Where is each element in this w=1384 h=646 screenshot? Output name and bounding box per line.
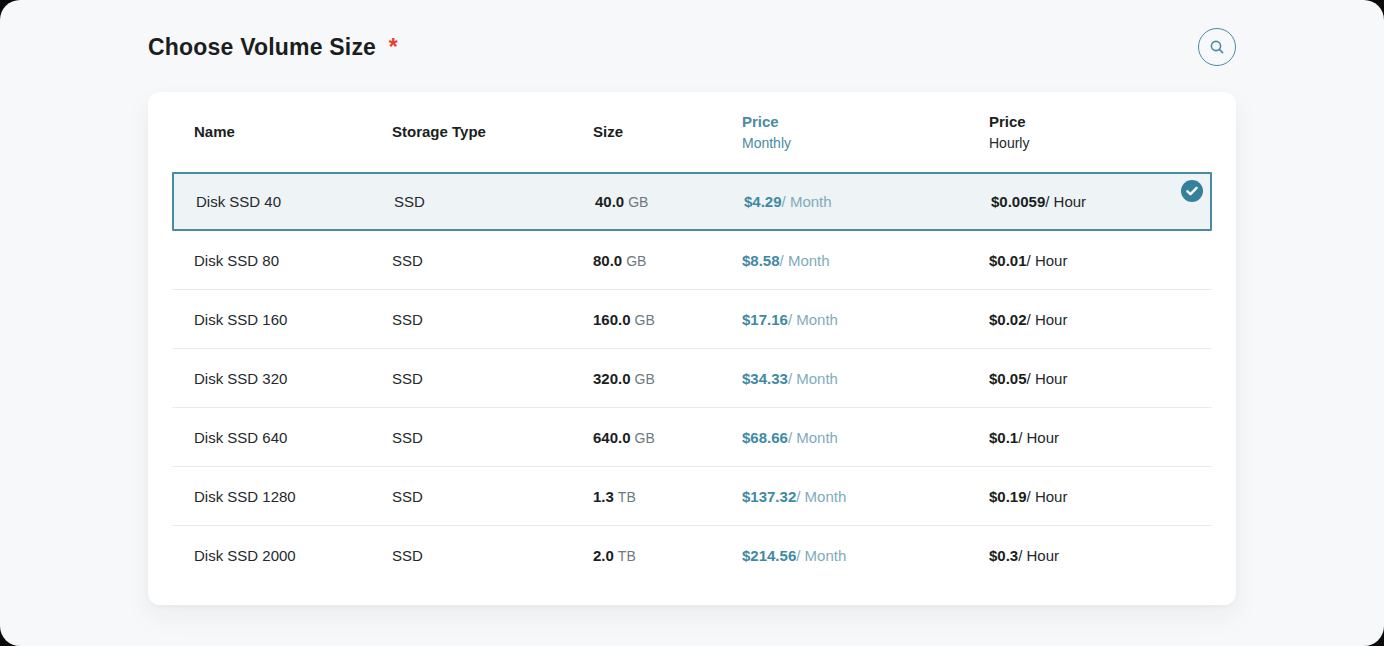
price-hourly-cell: $0.01/ Hour [967,252,1166,269]
price-monthly-cell: $34.33/ Month [720,370,967,387]
price-hourly-cell: $0.05/ Hour [967,370,1166,387]
price-monthly-cell: $4.29/ Month [722,193,969,210]
column-header-price-monthly: Price Monthly [720,111,967,153]
size-cell: 1.3TB [571,488,720,505]
column-header-price-hourly: Price Hourly [967,111,1166,153]
volume-row[interactable]: Disk SSD 320 SSD 320.0GB $34.33/ Month $… [172,349,1212,408]
price-hourly-cell: $0.19/ Hour [967,488,1166,505]
page-title-text: Choose Volume Size [148,34,376,60]
volume-name-cell: Disk SSD 1280 [172,488,370,505]
volume-name-cell: Disk SSD 640 [172,429,370,446]
volume-name-cell: Disk SSD 2000 [172,547,370,564]
volume-row[interactable]: Disk SSD 640 SSD 640.0GB $68.66/ Month $… [172,408,1212,467]
price-hourly-cell: $0.02/ Hour [967,311,1166,328]
table-header-row: Name Storage Type Size Price Monthly Pri… [172,92,1212,172]
volume-row[interactable]: Disk SSD 2000 SSD 2.0TB $214.56/ Month $… [172,526,1212,585]
selected-check-icon [1181,180,1203,202]
price-hourly-cell: $0.3/ Hour [967,547,1166,564]
price-monthly-cell: $214.56/ Month [720,547,967,564]
volume-name-cell: Disk SSD 160 [172,311,370,328]
price-monthly-cell: $137.32/ Month [720,488,967,505]
column-header-name: Name [172,121,370,143]
storage-type-cell: SSD [370,370,571,387]
storage-type-cell: SSD [370,488,571,505]
volume-row[interactable]: Disk SSD 80 SSD 80.0GB $8.58/ Month $0.0… [172,231,1212,290]
search-button[interactable] [1198,28,1236,66]
volume-name-cell: Disk SSD 320 [172,370,370,387]
column-header-size: Size [571,121,720,143]
storage-type-cell: SSD [370,429,571,446]
choose-volume-size-page: Choose Volume Size * Name Storage Type S… [0,0,1384,646]
search-icon [1207,37,1227,57]
storage-type-cell: SSD [370,547,571,564]
size-cell: 640.0GB [571,429,720,446]
volume-name-cell: Disk SSD 80 [172,252,370,269]
required-asterisk: * [389,34,398,60]
volume-row[interactable]: Disk SSD 40 SSD 40.0GB $4.29/ Month $0.0… [172,172,1212,231]
page-header: Choose Volume Size * [0,0,1384,66]
volume-row[interactable]: Disk SSD 160 SSD 160.0GB $17.16/ Month $… [172,290,1212,349]
volume-name-cell: Disk SSD 40 [174,193,372,210]
volume-table-body: Disk SSD 40 SSD 40.0GB $4.29/ Month $0.0… [172,172,1212,585]
size-cell: 2.0TB [571,547,720,564]
volume-table-card: Name Storage Type Size Price Monthly Pri… [148,92,1236,605]
size-cell: 40.0GB [573,193,722,210]
price-monthly-cell: $8.58/ Month [720,252,967,269]
volume-row[interactable]: Disk SSD 1280 SSD 1.3TB $137.32/ Month $… [172,467,1212,526]
price-monthly-cell: $17.16/ Month [720,311,967,328]
page-title: Choose Volume Size * [148,34,398,61]
size-cell: 320.0GB [571,370,720,387]
storage-type-cell: SSD [370,252,571,269]
size-cell: 80.0GB [571,252,720,269]
price-hourly-cell: $0.1/ Hour [967,429,1166,446]
price-monthly-cell: $68.66/ Month [720,429,967,446]
storage-type-cell: SSD [370,311,571,328]
size-cell: 160.0GB [571,311,720,328]
storage-type-cell: SSD [372,193,573,210]
column-header-storage-type: Storage Type [370,121,571,143]
price-hourly-cell: $0.0059/ Hour [969,193,1164,210]
